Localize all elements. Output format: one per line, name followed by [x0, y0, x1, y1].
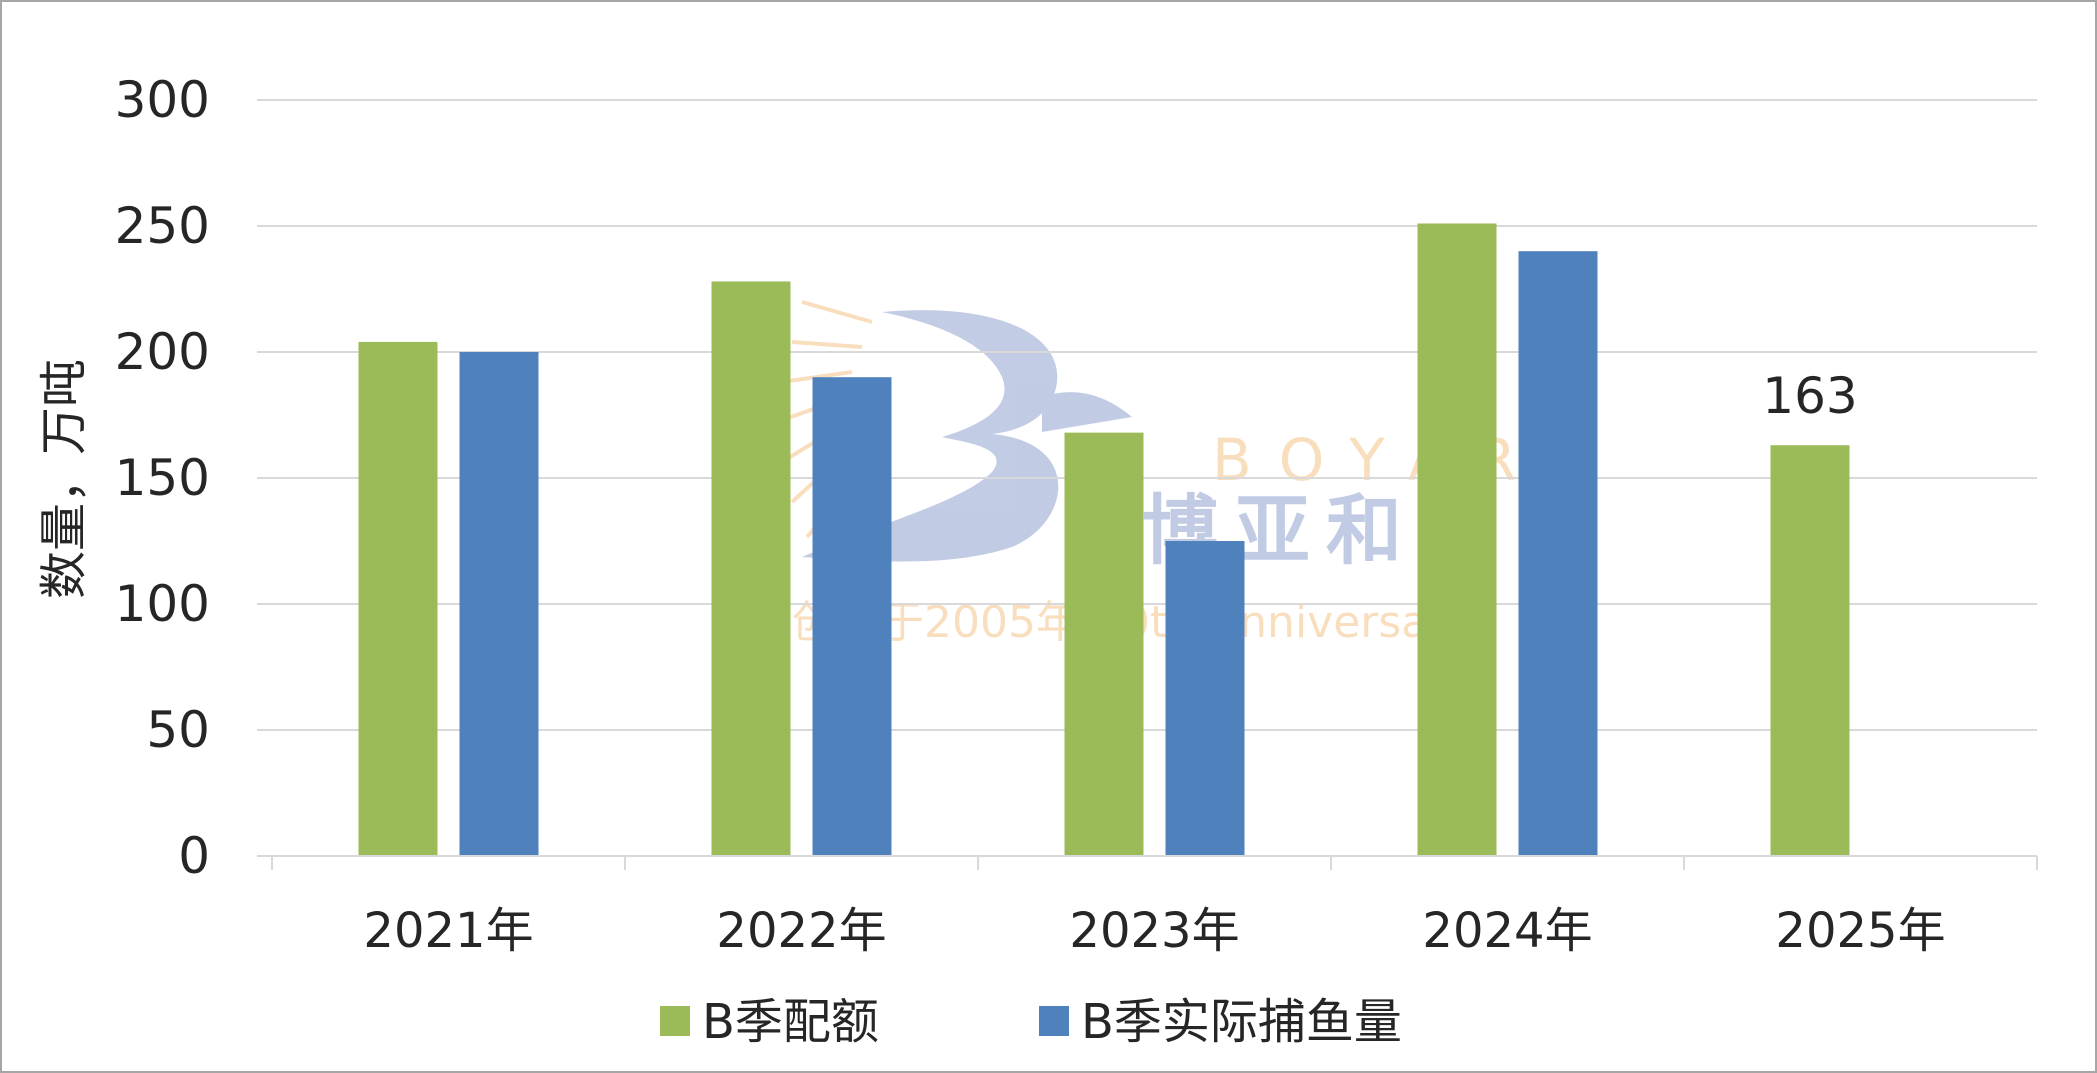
- data-label: 163: [1762, 367, 1857, 425]
- y-tick-label: 100: [115, 575, 210, 633]
- x-tick-label: 2024年: [1422, 903, 1592, 959]
- bar-quota-4: [1770, 445, 1850, 856]
- watermark-b-logo-icon: [802, 310, 1059, 562]
- y-axis-title: 数量，万吨: [36, 359, 92, 599]
- bar-actual-catch-3: [1518, 251, 1598, 856]
- legend-swatch: [1039, 1006, 1069, 1036]
- data-labels: 163: [1762, 367, 1857, 425]
- y-tick-label: 250: [115, 197, 210, 255]
- bar-quota-1: [711, 281, 791, 856]
- legend-label: B季实际捕鱼量: [1081, 994, 1402, 1050]
- y-tick-label: 300: [115, 71, 210, 129]
- bar-quota-0: [358, 341, 438, 856]
- bar-quota-3: [1417, 223, 1497, 857]
- y-axis-ticks: 0 50 100 150 200 250 300: [115, 71, 210, 885]
- legend-swatch: [660, 1006, 690, 1036]
- bar-actual-catch-2: [1165, 541, 1245, 856]
- watermark-beak-icon: [1042, 392, 1132, 432]
- y-tick-label: 200: [115, 323, 210, 381]
- y-tick-label: 50: [146, 701, 210, 759]
- bar-actual-catch-0: [459, 352, 539, 856]
- gridlines: [257, 99, 2037, 731]
- x-tick-label: 2023年: [1069, 903, 1239, 959]
- x-tick-label: 2021年: [363, 903, 533, 959]
- bar-quota-2: [1064, 432, 1144, 856]
- x-axis: [257, 855, 2038, 870]
- bar-actual-catch-1: [812, 377, 892, 856]
- legend: B季配额 B季实际捕鱼量: [660, 994, 1402, 1050]
- x-tick-label: 2025年: [1775, 903, 1945, 959]
- legend-label: B季配额: [702, 994, 879, 1050]
- bars: [358, 223, 1850, 857]
- x-tick-label: 2022年: [716, 903, 886, 959]
- x-axis-ticks: 2021年 2022年 2023年 2024年 2025年: [363, 903, 1945, 959]
- y-tick-label: 150: [115, 449, 210, 507]
- y-tick-label: 0: [178, 827, 210, 885]
